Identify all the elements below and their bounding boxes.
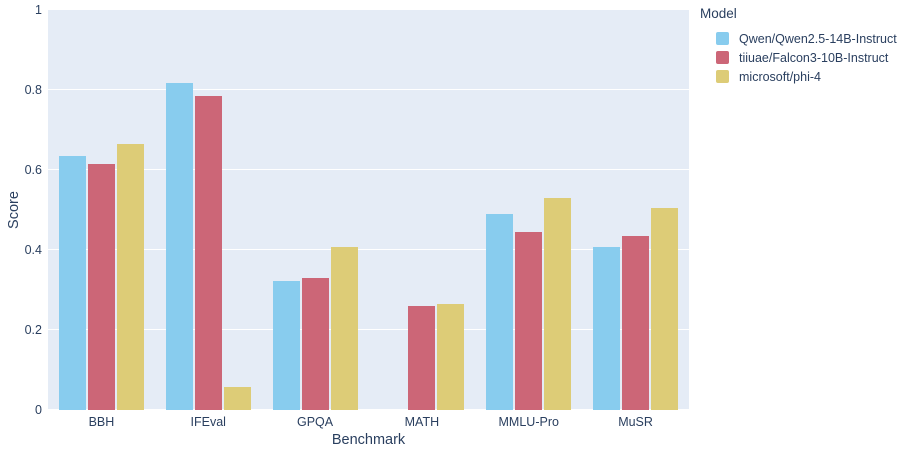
- y-axis-ticks: 0 0.2 0.4 0.6 0.8 1: [0, 3, 42, 417]
- plot-area[interactable]: [48, 9, 689, 410]
- x-tick-label: MATH: [404, 415, 440, 429]
- bar-group-musr: [582, 10, 689, 410]
- legend-item[interactable]: Qwen/Qwen2.5-14B-Instruct: [700, 29, 897, 48]
- legend-swatch: [716, 32, 729, 45]
- legend: Model Qwen/Qwen2.5-14B-Instruct tiiuae/Fa…: [700, 6, 897, 86]
- x-tick-label: MMLU-Pro: [498, 415, 559, 429]
- gridline: [48, 329, 689, 330]
- legend-swatch: [716, 70, 729, 83]
- bar: [437, 304, 465, 410]
- y-tick-label: 0.6: [24, 163, 42, 177]
- bar-group-gpqa: [262, 10, 369, 410]
- bar: [223, 386, 251, 410]
- legend-swatch: [716, 51, 729, 64]
- legend-item[interactable]: tiiuae/Falcon3-10B-Instruct: [700, 48, 897, 67]
- legend-label: tiiuae/Falcon3-10B-Instruct: [739, 50, 889, 65]
- gridline: [48, 409, 689, 410]
- gridline: [48, 249, 689, 250]
- bar-group-math: [368, 10, 475, 410]
- bar: [622, 236, 650, 410]
- bar: [593, 246, 621, 410]
- y-tick-label: 0.2: [24, 323, 42, 337]
- x-tick-label: IFEval: [190, 415, 226, 429]
- bar-group-mmlu-pro: [475, 10, 582, 410]
- y-tick-label: 0.4: [24, 243, 42, 257]
- gridline: [48, 169, 689, 170]
- gridline: [48, 9, 689, 10]
- bar: [58, 155, 86, 410]
- bar: [301, 277, 329, 410]
- bar: [116, 143, 144, 410]
- bar: [272, 281, 300, 410]
- legend-label: Qwen/Qwen2.5-14B-Instruct: [739, 31, 897, 46]
- x-tick-label: BBH: [88, 415, 115, 429]
- bar: [87, 164, 115, 410]
- x-tick-label: GPQA: [297, 415, 334, 429]
- legend-title: Model: [700, 6, 737, 21]
- bar: [544, 197, 572, 410]
- bar-group-ifeval: [155, 10, 262, 410]
- bar-group-bbh: [48, 10, 155, 410]
- x-axis-ticks: BBH IFEval GPQA MATH MMLU-Pro MuSR: [48, 415, 689, 429]
- bar: [515, 231, 543, 410]
- bar: [408, 306, 436, 410]
- y-tick-label: 0.8: [24, 83, 42, 97]
- y-tick-label: 1: [35, 3, 42, 17]
- gridline: [48, 89, 689, 90]
- bar: [651, 207, 679, 410]
- y-tick-label: 0: [35, 403, 42, 417]
- bar: [165, 82, 193, 410]
- legend-items: Qwen/Qwen2.5-14B-Instruct tiiuae/Falcon3-…: [700, 29, 897, 86]
- x-tick-label: MuSR: [618, 415, 653, 429]
- bar: [194, 95, 222, 410]
- bar: [486, 213, 514, 410]
- bar: [330, 246, 358, 410]
- legend-label: microsoft/phi-4: [739, 69, 821, 84]
- x-axis-title: Benchmark: [331, 432, 406, 448]
- legend-item[interactable]: microsoft/phi-4: [700, 67, 897, 86]
